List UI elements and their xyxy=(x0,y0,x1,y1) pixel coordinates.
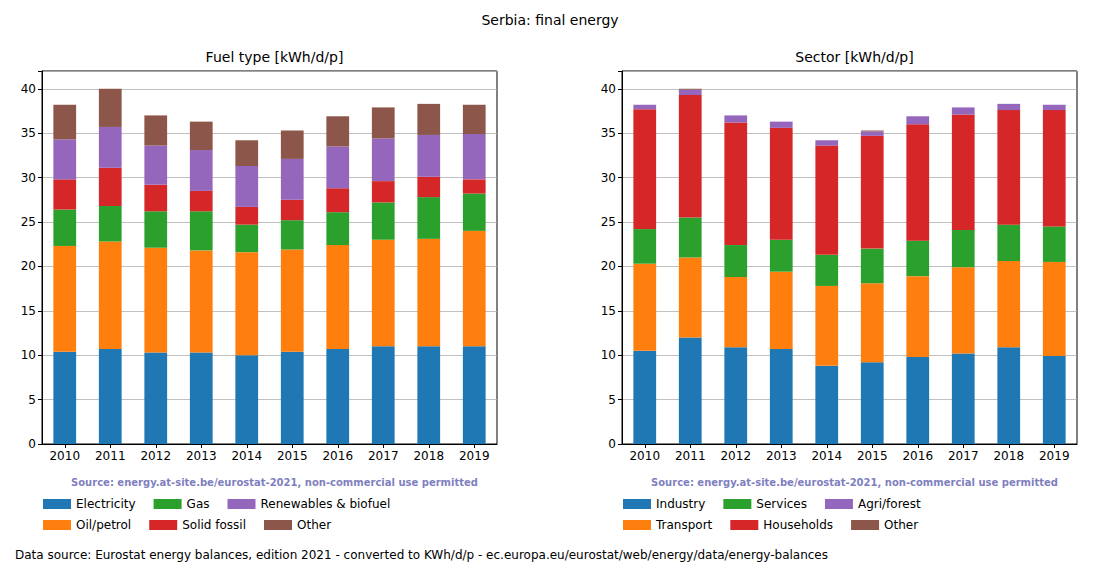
svg-text:Other: Other xyxy=(297,518,331,532)
svg-text:30: 30 xyxy=(21,171,36,185)
svg-text:2016: 2016 xyxy=(902,449,933,463)
svg-text:Source: energy.at-site.be/euro: Source: energy.at-site.be/eurostat-2021,… xyxy=(651,477,1058,488)
svg-text:Other: Other xyxy=(884,518,918,532)
svg-text:30: 30 xyxy=(601,171,616,185)
svg-text:35: 35 xyxy=(601,126,616,140)
svg-text:2010: 2010 xyxy=(49,449,80,463)
svg-text:35: 35 xyxy=(21,126,36,140)
svg-text:Agri/forest: Agri/forest xyxy=(858,497,921,511)
svg-text:20: 20 xyxy=(601,259,616,273)
svg-text:15: 15 xyxy=(21,304,36,318)
svg-text:Electricity: Electricity xyxy=(76,497,136,511)
svg-text:2018: 2018 xyxy=(993,449,1024,463)
svg-text:2019: 2019 xyxy=(1039,449,1070,463)
svg-text:0: 0 xyxy=(28,437,36,451)
svg-text:5: 5 xyxy=(608,393,616,407)
svg-text:Solid fossil: Solid fossil xyxy=(182,518,246,532)
svg-text:2013: 2013 xyxy=(186,449,217,463)
svg-text:2012: 2012 xyxy=(720,449,751,463)
svg-text:10: 10 xyxy=(21,348,36,362)
svg-text:5: 5 xyxy=(28,393,36,407)
svg-text:2014: 2014 xyxy=(811,449,842,463)
svg-text:2015: 2015 xyxy=(857,449,888,463)
svg-text:2011: 2011 xyxy=(95,449,126,463)
svg-text:25: 25 xyxy=(601,215,616,229)
svg-text:2015: 2015 xyxy=(277,449,308,463)
svg-text:2017: 2017 xyxy=(948,449,979,463)
svg-text:2010: 2010 xyxy=(629,449,660,463)
svg-text:15: 15 xyxy=(601,304,616,318)
svg-text:40: 40 xyxy=(601,82,616,96)
svg-text:25: 25 xyxy=(21,215,36,229)
svg-text:2013: 2013 xyxy=(766,449,797,463)
svg-text:40: 40 xyxy=(21,82,36,96)
svg-text:Renewables & biofuel: Renewables & biofuel xyxy=(261,497,391,511)
svg-text:Data source: Eurostat energy b: Data source: Eurostat energy balances, e… xyxy=(15,548,828,562)
svg-text:2019: 2019 xyxy=(459,449,490,463)
svg-text:2018: 2018 xyxy=(413,449,444,463)
svg-text:20: 20 xyxy=(21,259,36,273)
svg-text:Fuel type [kWh/d/p]: Fuel type [kWh/d/p] xyxy=(206,49,344,65)
svg-text:Households: Households xyxy=(763,518,833,532)
svg-text:Sector [kWh/d/p]: Sector [kWh/d/p] xyxy=(795,49,913,65)
svg-text:0: 0 xyxy=(608,437,616,451)
svg-text:Gas: Gas xyxy=(187,497,210,511)
svg-text:2011: 2011 xyxy=(675,449,706,463)
svg-text:Transport: Transport xyxy=(655,518,713,532)
svg-text:10: 10 xyxy=(601,348,616,362)
svg-text:Source: energy.at-site.be/euro: Source: energy.at-site.be/eurostat-2021,… xyxy=(71,477,478,488)
svg-text:2017: 2017 xyxy=(368,449,399,463)
svg-text:Services: Services xyxy=(756,497,807,511)
svg-text:2014: 2014 xyxy=(231,449,262,463)
svg-text:2016: 2016 xyxy=(322,449,353,463)
svg-text:Serbia: final energy: Serbia: final energy xyxy=(481,12,618,28)
svg-text:Oil/petrol: Oil/petrol xyxy=(76,518,131,532)
svg-text:2012: 2012 xyxy=(140,449,171,463)
svg-text:Industry: Industry xyxy=(656,497,705,511)
